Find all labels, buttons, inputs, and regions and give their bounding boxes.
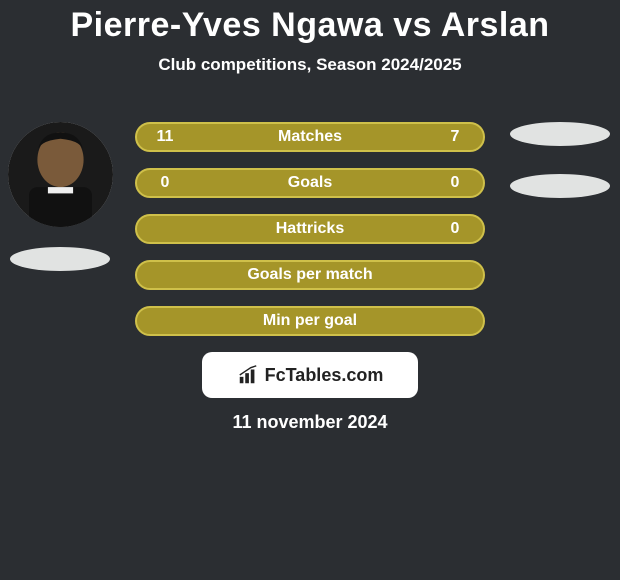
stat-row-goals: 0 Goals 0 bbox=[135, 168, 485, 198]
player-left-shadow bbox=[10, 247, 110, 271]
chart-icon bbox=[237, 364, 259, 386]
player-right-shadow-2 bbox=[510, 174, 610, 198]
fctables-logo[interactable]: FcTables.com bbox=[202, 352, 418, 398]
player-left-column bbox=[0, 122, 120, 271]
page-title: Pierre-Yves Ngawa vs Arslan bbox=[0, 0, 620, 45]
stat-bars: 11 Matches 7 0 Goals 0 Hattricks 0 Goals… bbox=[135, 122, 485, 352]
stat-row-matches: 11 Matches 7 bbox=[135, 122, 485, 152]
stat-row-gpm: Goals per match bbox=[135, 260, 485, 290]
stat-label: Goals per match bbox=[177, 266, 443, 284]
player-left-avatar bbox=[8, 122, 113, 227]
stat-row-hattricks: Hattricks 0 bbox=[135, 214, 485, 244]
comparison-card: Pierre-Yves Ngawa vs Arslan Club competi… bbox=[0, 0, 620, 580]
stat-left-value: 0 bbox=[153, 174, 177, 192]
stat-right-value: 0 bbox=[443, 174, 467, 192]
stat-left-value: 11 bbox=[153, 128, 177, 146]
stat-label: Matches bbox=[177, 128, 443, 146]
player-right-column bbox=[500, 122, 620, 198]
stat-label: Hattricks bbox=[177, 220, 443, 238]
subtitle: Club competitions, Season 2024/2025 bbox=[0, 55, 620, 75]
date-label: 11 november 2024 bbox=[0, 412, 620, 433]
avatar-placeholder-icon bbox=[8, 122, 113, 227]
stat-label: Min per goal bbox=[177, 312, 443, 330]
stat-row-mpg: Min per goal bbox=[135, 306, 485, 336]
stat-label: Goals bbox=[177, 174, 443, 192]
player-right-shadow-1 bbox=[510, 122, 610, 146]
stat-right-value: 0 bbox=[443, 220, 467, 238]
logo-text: FcTables.com bbox=[265, 365, 384, 386]
stat-right-value: 7 bbox=[443, 128, 467, 146]
